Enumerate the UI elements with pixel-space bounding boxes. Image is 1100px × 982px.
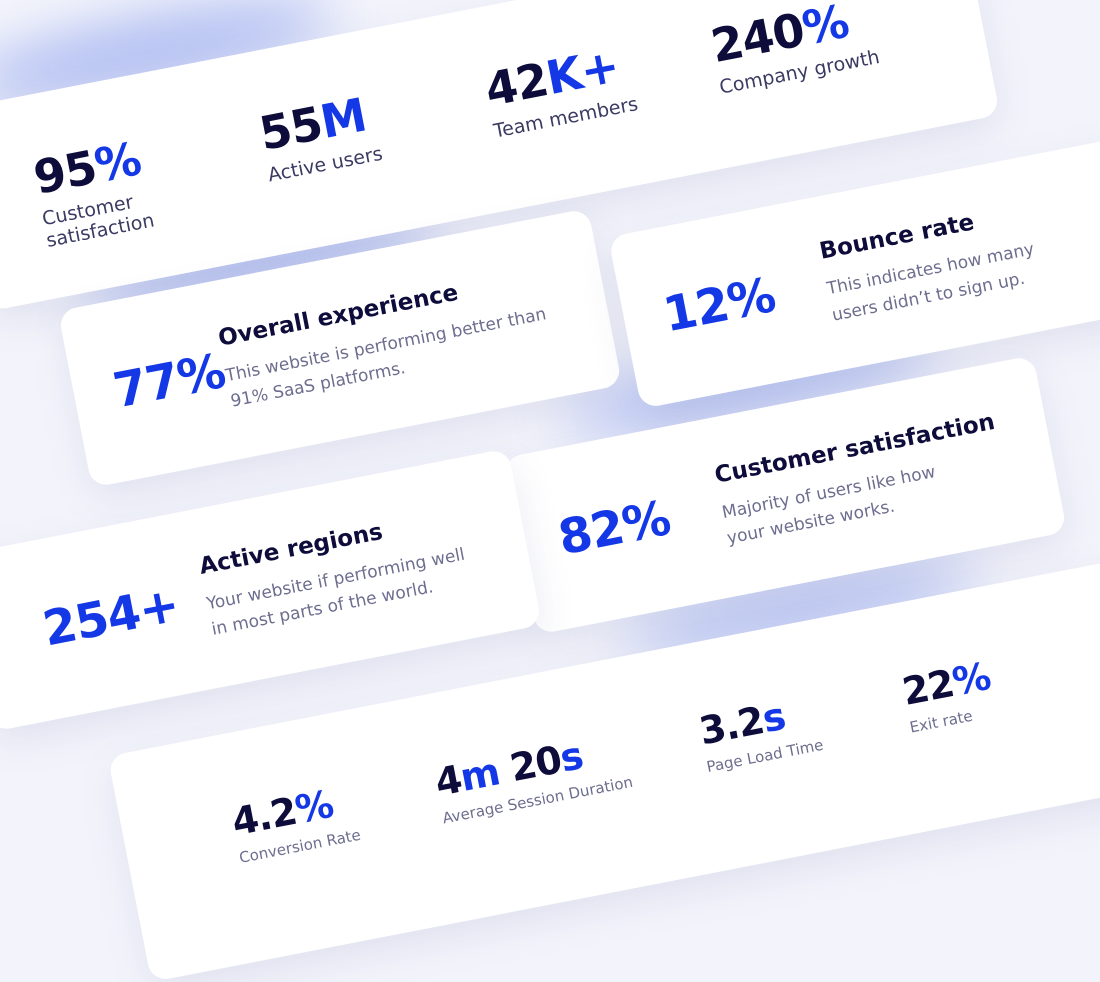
stat-conversion-rate: 4.2% Conversion Rate xyxy=(228,765,444,867)
feature-text: Bounce rate This indicates how many users… xyxy=(817,197,1050,328)
stat-number: 55 xyxy=(255,96,327,161)
stat-number: 42 xyxy=(480,52,553,118)
stat-customer-satisfaction: 95% Customer satisfaction xyxy=(29,112,274,252)
feature-text: Customer satisfaction Majority of users l… xyxy=(713,409,1010,552)
stat-suffix: % xyxy=(948,653,994,705)
stat-team-members: 42K+ Team members xyxy=(480,24,722,142)
stat-exit-rate: 22% Exit rate xyxy=(898,634,1100,737)
feature-value: 82% xyxy=(553,490,675,567)
stat-company-growth: 240% Company growth xyxy=(707,0,947,99)
stat-suffix: K+ xyxy=(541,38,623,106)
stat-suffix: % xyxy=(90,131,145,193)
stat-number: 3.2 xyxy=(695,698,768,754)
feature-value: 12% xyxy=(658,266,780,343)
stat-active-users: 55M Active users xyxy=(255,68,496,187)
stat-number: 4.2 xyxy=(228,788,300,845)
stat-suffix: % xyxy=(291,781,337,833)
feature-text: Active regions Your website if performing… xyxy=(197,503,479,644)
stat-page-load-time: 3.2s Page Load Time xyxy=(696,674,911,776)
feature-value: 254+ xyxy=(38,576,184,658)
stat-number: 22 xyxy=(898,661,958,714)
stat-suffix: M xyxy=(315,87,371,150)
feature-value: 77% xyxy=(108,343,230,420)
feature-text: Overall experience This website is perfor… xyxy=(216,260,574,415)
stat-average-session-duration: 4m 20s Average Session Duration xyxy=(432,713,708,827)
stat-suffix: % xyxy=(797,0,853,56)
stat-number: 95 xyxy=(29,139,101,205)
stat-number: 20 xyxy=(494,737,565,793)
